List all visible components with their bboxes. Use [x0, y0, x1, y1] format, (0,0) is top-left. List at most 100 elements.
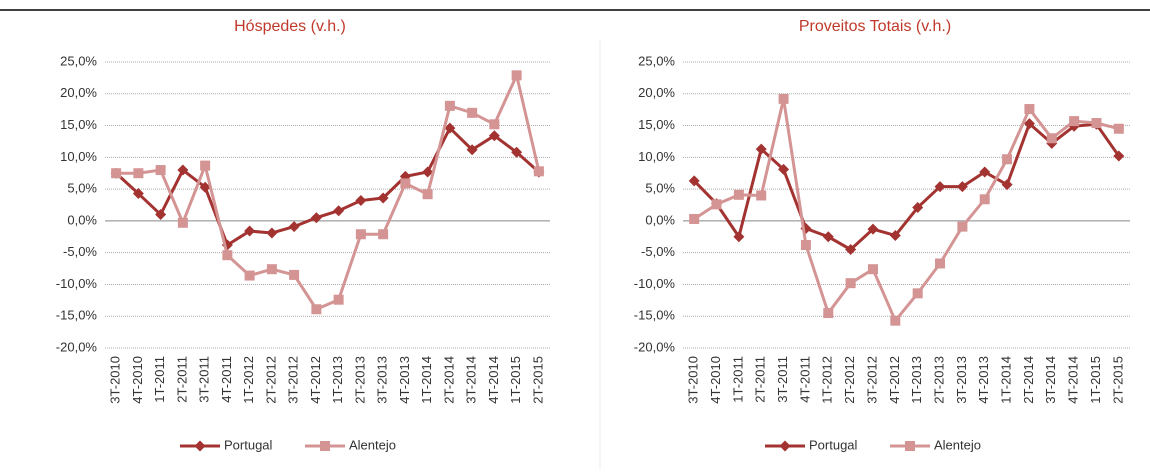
marker-square	[155, 165, 166, 176]
x-tick-label: 4T-2010	[130, 356, 145, 404]
x-tick-label: 2T-2014	[441, 356, 456, 404]
marker-square	[333, 294, 344, 305]
marker-square	[957, 221, 968, 232]
marker-square	[1091, 118, 1102, 129]
x-tick-label: 1T-2015	[508, 356, 523, 404]
marker-diamond	[1113, 150, 1125, 162]
series-line	[115, 125, 540, 248]
y-tick-label: 10,0%	[638, 149, 675, 164]
marker-diamond	[155, 209, 167, 221]
x-tick-label: 1T-2011	[152, 356, 167, 403]
marker-square	[1002, 154, 1013, 165]
marker-square	[489, 119, 500, 130]
marker-square	[444, 100, 455, 111]
x-tick-label: 4T-2012	[308, 356, 323, 404]
marker-diamond	[1023, 118, 1035, 130]
marker-square	[823, 308, 834, 319]
marker-diamond	[422, 166, 434, 178]
marker-diamond	[912, 202, 924, 214]
x-tick-label: 4T-2011	[219, 356, 234, 403]
marker-square	[800, 240, 811, 251]
marker-diamond	[177, 164, 189, 176]
marker-square	[935, 258, 946, 269]
legend-label: Alentejo	[934, 437, 981, 452]
x-tick-label: 3T-2012	[864, 356, 879, 404]
marker-diamond	[979, 166, 991, 178]
marker-square	[1046, 133, 1057, 144]
marker-diamond	[488, 130, 500, 142]
marker-square	[467, 107, 478, 118]
marker-diamond	[956, 181, 968, 193]
marker-square	[756, 190, 767, 201]
marker-diamond	[333, 205, 345, 217]
x-tick-label: 4T-2014	[486, 356, 501, 404]
marker-diamond	[889, 230, 901, 242]
marker-diamond	[466, 144, 478, 156]
x-tick-label: 3T-2011	[775, 356, 790, 403]
marker-diamond	[822, 231, 834, 243]
x-tick-label: 1T-2015	[1088, 356, 1103, 404]
marker-square	[711, 199, 722, 210]
x-tick-label: 3T-2014	[464, 356, 479, 404]
y-tick-label: 25,0%	[60, 53, 97, 68]
y-tick-label: 0,0%	[67, 212, 97, 227]
x-tick-label: 3T-2013	[375, 356, 390, 404]
marker-diamond	[934, 181, 946, 193]
y-tick-label: -5,0%	[63, 244, 97, 259]
marker-square	[177, 217, 188, 228]
marker-square	[979, 194, 990, 205]
marker-square	[867, 264, 878, 275]
x-tick-label: 1T-2014	[999, 356, 1014, 404]
marker-square	[378, 229, 389, 240]
y-tick-label: 25,0%	[638, 53, 675, 68]
x-tick-label: 2T-2014	[1021, 356, 1036, 404]
y-tick-label: -15,0%	[634, 308, 676, 323]
marker-square	[689, 213, 700, 224]
legend-marker	[905, 441, 915, 451]
marker-square	[1069, 116, 1080, 127]
marker-square	[200, 160, 211, 171]
x-tick-label: 1T-2014	[419, 356, 434, 404]
x-tick-label: 2T-2015	[1110, 356, 1125, 404]
chart-title: Proveitos Totais (v.h.)	[799, 18, 951, 35]
marker-diamond	[199, 181, 211, 193]
marker-square	[733, 189, 744, 200]
marker-square	[533, 166, 544, 177]
y-tick-label: -10,0%	[634, 276, 676, 291]
x-tick-label: 4T-2011	[797, 356, 812, 403]
marker-square	[244, 270, 255, 281]
marker-diamond	[244, 225, 256, 237]
marker-diamond	[733, 231, 745, 243]
marker-diamond	[845, 243, 857, 255]
marker-diamond	[444, 122, 456, 134]
y-tick-label: 15,0%	[638, 117, 675, 132]
x-tick-label: 3T-2012	[286, 356, 301, 404]
chart-title: Hóspedes (v.h.)	[234, 18, 346, 35]
x-tick-label: 2T-2013	[352, 356, 367, 404]
marker-diamond	[511, 146, 523, 158]
x-tick-label: 1T-2012	[241, 356, 256, 404]
x-tick-label: 4T-2013	[976, 356, 991, 404]
y-tick-label: -20,0%	[634, 339, 676, 354]
marker-diamond	[377, 192, 389, 204]
x-tick-label: 1T-2012	[820, 356, 835, 404]
y-tick-label: 0,0%	[645, 212, 675, 227]
marker-diamond	[132, 188, 144, 200]
y-tick-label: 20,0%	[60, 85, 97, 100]
marker-square	[289, 269, 300, 280]
marker-diamond	[688, 175, 700, 187]
marker-square	[311, 304, 322, 315]
marker-square	[355, 229, 366, 240]
legend-marker	[194, 440, 206, 452]
y-tick-label: -15,0%	[56, 308, 98, 323]
x-tick-label: 2T-2015	[530, 356, 545, 404]
y-tick-label: 20,0%	[638, 85, 675, 100]
marker-square	[222, 250, 233, 261]
x-tick-label: 1T-2011	[730, 356, 745, 403]
x-tick-label: 1T-2013	[909, 356, 924, 404]
legend-label: Alentejo	[349, 437, 396, 452]
y-tick-label: 5,0%	[67, 181, 97, 196]
marker-square	[1113, 123, 1124, 134]
x-tick-label: 4T-2013	[397, 356, 412, 404]
legend-label: Portugal	[224, 437, 273, 452]
